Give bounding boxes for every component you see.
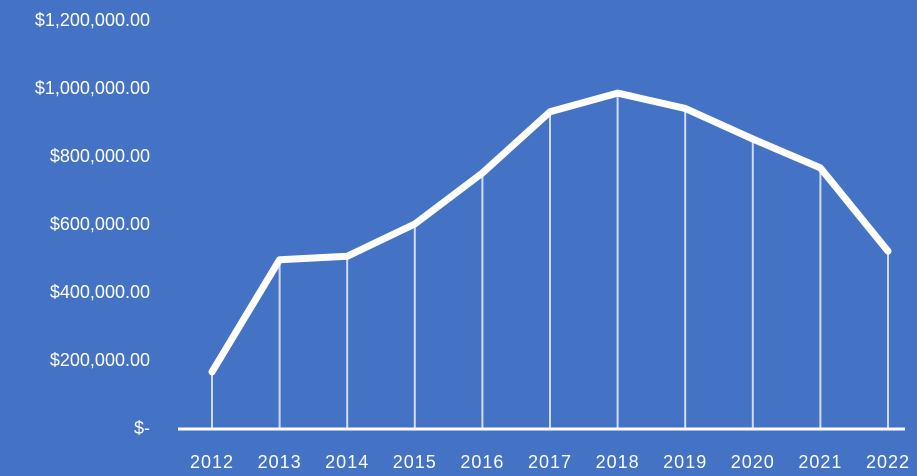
x-tick-label: 2013 [258, 452, 302, 472]
y-tick-label: $- [134, 418, 150, 438]
x-tick-label: 2012 [190, 452, 234, 472]
x-tick-label: 2014 [325, 452, 369, 472]
series-line [208, 89, 892, 376]
y-tick-label: $1,000,000.00 [35, 78, 150, 98]
x-tick-label: 2022 [866, 452, 910, 472]
y-tick-label: $800,000.00 [50, 146, 150, 166]
drop-lines [211, 93, 889, 428]
x-tick-label: 2016 [460, 452, 504, 472]
y-tick-label: $400,000.00 [50, 282, 150, 302]
x-tick-label: 2017 [528, 452, 572, 472]
x-tick-label: 2015 [393, 452, 437, 472]
y-tick-label: $200,000.00 [50, 350, 150, 370]
x-tick-label: 2021 [798, 452, 842, 472]
x-tick-label: 2019 [663, 452, 707, 472]
x-axis-labels: 2012 2013 2014 2015 2016 2017 2018 2019 2020 2021… [190, 452, 910, 472]
y-axis-labels: $- $200,000.00 $400,000.00 $600,000.00 $800,… [35, 10, 150, 438]
y-tick-label: $1,200,000.00 [35, 10, 150, 30]
x-tick-label: 2018 [596, 452, 640, 472]
x-tick-label: 2020 [731, 452, 775, 472]
y-tick-label: $600,000.00 [50, 214, 150, 234]
